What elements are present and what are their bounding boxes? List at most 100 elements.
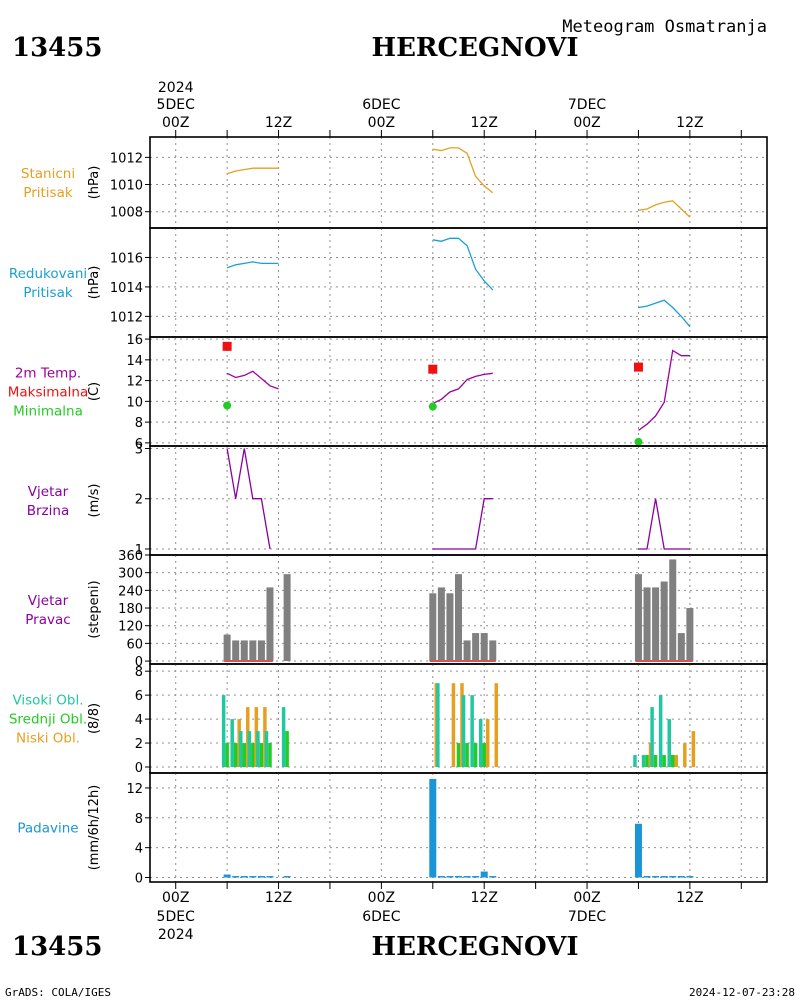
panel-p3: 6 8 10 12 14 16 (C) 2m Temp. Maksimalna Minimalna xyxy=(8,333,768,452)
wind-dir-bar xyxy=(480,633,488,662)
panels: 100810101012(hPa)StanicniPritisak1012101… xyxy=(8,136,768,887)
y-tick-label: 16 xyxy=(126,333,143,348)
cloud-bar xyxy=(653,755,658,768)
y-tick-label: 180 xyxy=(118,602,143,617)
panel-label: Niski Obl. xyxy=(16,731,80,747)
cloud-bar xyxy=(259,743,264,768)
panel-p2: 1012 1014 1016 (hPa)Redukovani Pritisak xyxy=(9,227,768,338)
y-tick-label: 12 xyxy=(126,782,143,797)
y-tick-label: 8 xyxy=(135,812,143,827)
hour-label-top: 12Z xyxy=(471,115,498,131)
series-line xyxy=(226,448,271,550)
cloud-bar xyxy=(456,743,461,768)
wind-dir-bar xyxy=(634,574,642,662)
cloud-bar xyxy=(242,743,247,768)
unit-label: (hPa) xyxy=(87,166,102,200)
y-tick-label: 0 xyxy=(135,761,143,776)
series-line xyxy=(432,498,493,550)
wind-dir-bar xyxy=(223,634,231,662)
series-line xyxy=(432,372,493,404)
cloud-bar xyxy=(633,755,637,768)
hour-label-bottom: 00Z xyxy=(368,890,395,906)
y-tick-label: 8 xyxy=(135,665,143,680)
panel-label: Pravac xyxy=(25,612,70,628)
panel-p4: 1 2 3 (m/s) Vjetar Brzina xyxy=(27,443,768,558)
series-line xyxy=(432,237,494,291)
cloud-bar xyxy=(641,755,646,768)
y-tick-label: 60 xyxy=(126,637,143,652)
cloud-bar xyxy=(230,719,234,768)
y-tick-label: 1016 xyxy=(110,251,143,266)
precip-bar xyxy=(669,876,677,878)
day-label-bottom: 7DEC xyxy=(568,909,607,925)
panel-label: Maksimalna xyxy=(8,385,89,401)
cloud-bar xyxy=(251,743,255,768)
precip-bar xyxy=(480,871,488,878)
y-tick-label: 2 xyxy=(135,737,143,752)
precip-bar xyxy=(223,874,231,878)
station-name-bottom: HERCEGNOVI xyxy=(372,932,579,962)
unit-label: (C) xyxy=(87,382,102,401)
cloud-bar xyxy=(451,683,456,768)
y-tick-label: 6 xyxy=(135,437,143,452)
y-tick-label: 240 xyxy=(118,584,143,599)
wind-dir-bar xyxy=(686,608,694,662)
panel-frame xyxy=(149,136,768,229)
wind-dir-bar xyxy=(249,640,257,662)
y-tick-label: 3 xyxy=(135,443,143,458)
cloud-bar xyxy=(485,719,490,768)
series-line xyxy=(638,299,691,328)
station-name-top: HERCEGNOVI xyxy=(372,33,579,63)
y-tick-label: 1 xyxy=(135,543,143,558)
y-tick-label: 2 xyxy=(135,493,143,508)
cloud-bar xyxy=(247,731,252,768)
panel-frame xyxy=(149,772,768,883)
cloud-bar xyxy=(256,731,260,768)
series-line xyxy=(226,167,279,175)
cloud-bar xyxy=(478,719,483,768)
unit-label: (8/8) xyxy=(87,703,102,734)
panel-label: Pritisak xyxy=(23,285,73,301)
day-label-top: 7DEC xyxy=(568,97,607,113)
cloud-bar xyxy=(285,731,289,768)
hour-label-bottom: 00Z xyxy=(573,890,600,906)
cloud-bar xyxy=(221,695,226,768)
day-label-top: 6DEC xyxy=(362,97,401,113)
hour-label-bottom: 00Z xyxy=(162,890,189,906)
y-tick-label: 4 xyxy=(135,842,143,857)
precip-bar xyxy=(232,876,240,878)
panel-p1: 1008 1010 1012 (hPa) Stanicni Pritisak xyxy=(21,136,768,229)
wind-dir-bar xyxy=(429,593,437,662)
cloud-bar xyxy=(264,731,269,768)
panel-label: Vjetar xyxy=(28,593,69,609)
y-tick-label: 1010 xyxy=(110,179,143,194)
cloud-bar xyxy=(281,707,286,768)
tmax-marker xyxy=(222,341,232,351)
y-tick-label: 4 xyxy=(135,713,143,728)
unit-label: (stepeni) xyxy=(87,580,102,638)
panel-p5: 0 60 120 180 240 300 360 (stepeni) Vjetar Pravac xyxy=(25,549,768,670)
wind-dir-bar xyxy=(232,640,240,662)
panel-label: Pritisak xyxy=(23,185,73,201)
precip-bar xyxy=(472,876,480,878)
y-tick-label: 8 xyxy=(135,416,143,431)
tmin-marker xyxy=(223,401,232,410)
wind-dir-bar xyxy=(240,640,248,662)
precip-bar xyxy=(455,876,462,878)
y-tick-label: 10 xyxy=(126,395,143,410)
hour-label-top: 12Z xyxy=(265,115,292,131)
panel-label: Minimalna xyxy=(13,404,83,420)
wind-dir-bar xyxy=(455,574,462,662)
y-tick-label: 120 xyxy=(118,620,143,635)
unit-label: (mm/6h/12h) xyxy=(87,785,102,871)
station-id-bottom: 13455 xyxy=(12,932,102,962)
y-tick-label: 0 xyxy=(135,872,143,887)
panel-label: Padavine xyxy=(17,821,78,837)
precip-bar xyxy=(437,876,445,878)
wind-dir-bar xyxy=(257,640,265,662)
precip-bar xyxy=(677,876,685,878)
y-tick-label: 14 xyxy=(126,354,143,369)
hour-label-bottom: 12Z xyxy=(471,890,498,906)
